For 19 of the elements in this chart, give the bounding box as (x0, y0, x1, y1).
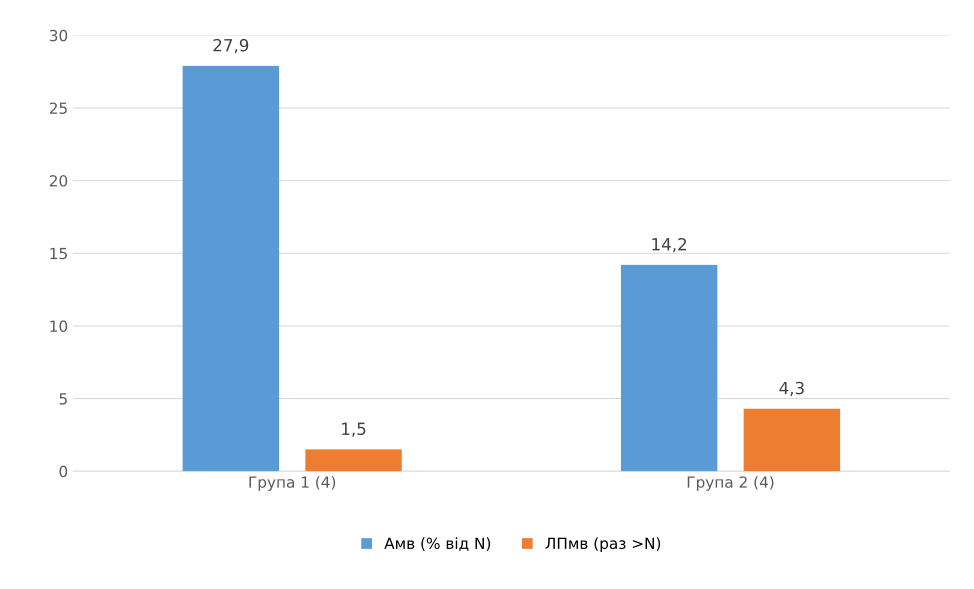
y-tick-label: 0 (59, 466, 68, 478)
bar (305, 449, 402, 472)
y-tick-label: 10 (50, 320, 68, 332)
data-label: 14,2 (652, 238, 686, 252)
bar (182, 66, 280, 472)
legend-label: Амв (% від N) (384, 537, 490, 551)
data-label: 4,3 (779, 382, 804, 396)
y-tick-label: 15 (50, 248, 67, 260)
y-tick-label: 20 (50, 175, 68, 187)
x-tick-label: Група 2 (4) (688, 476, 774, 491)
data-label: 27,9 (214, 38, 248, 54)
bar (620, 264, 718, 472)
legend-label: ЛПмв (раз >N) (546, 537, 660, 552)
bar (744, 408, 840, 472)
y-tick-label: 25 (50, 102, 67, 114)
x-tick-label: Група 1 (4) (249, 476, 336, 491)
y-tick-label: 30 (50, 30, 68, 42)
y-tick-label: 5 (60, 393, 67, 405)
data-label: 1,5 (342, 422, 366, 437)
